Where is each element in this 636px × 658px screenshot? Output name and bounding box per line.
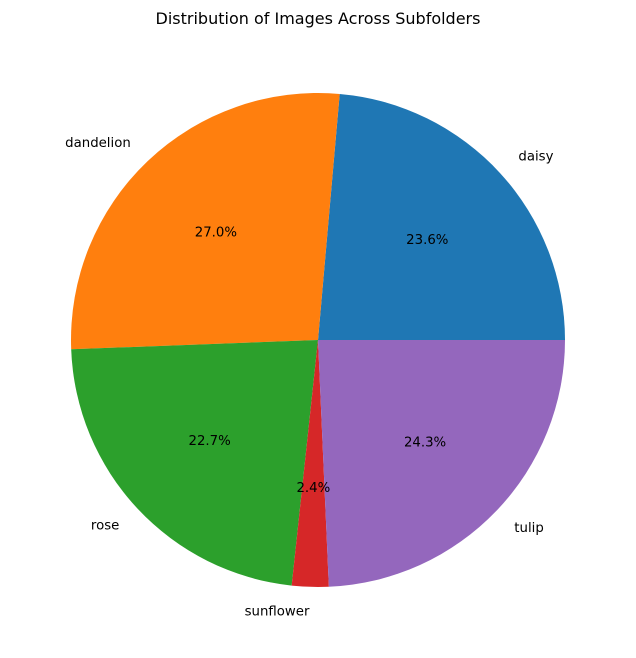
pie-labels: daisy 23.6% dandelion 27.0% rose 22.7% sunflow… [65, 136, 553, 619]
slice-pct-daisy: 23.6% [406, 233, 448, 248]
slice-label-daisy: daisy [518, 150, 553, 165]
slice-label-sunflower: sunflower [245, 605, 310, 620]
pie-slice-rose [71, 340, 318, 586]
chart-title: Distribution of Images Across Subfolders [156, 9, 481, 28]
slice-pct-dandelion: 27.0% [195, 226, 237, 241]
pie-slice-dandelion [71, 93, 340, 350]
pie-slice-sunflower [291, 340, 329, 587]
slice-label-tulip: tulip [514, 521, 543, 536]
slice-pct-sunflower: 2.4% [296, 481, 330, 496]
slice-pct-rose: 22.7% [189, 434, 231, 449]
slice-label-rose: rose [91, 518, 119, 533]
pie-slice-daisy [318, 93, 565, 340]
slice-label-dandelion: dandelion [65, 136, 131, 151]
pie-slices [71, 93, 565, 587]
slice-pct-tulip: 24.3% [404, 435, 446, 450]
pie-slice-tulip [318, 340, 565, 587]
